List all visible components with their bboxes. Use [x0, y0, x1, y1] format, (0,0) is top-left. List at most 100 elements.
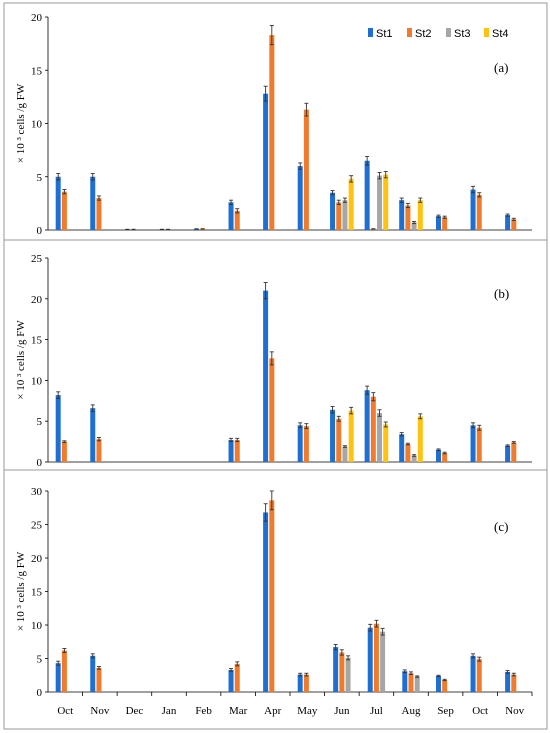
bar-st1: [364, 390, 370, 462]
bar-st1: [297, 166, 303, 230]
bar-st1: [505, 445, 511, 462]
bar-st2: [96, 439, 102, 462]
bar-st4: [383, 424, 389, 462]
bar-st2: [269, 500, 275, 692]
bar-st2: [370, 396, 376, 462]
x-tick-label: Oct: [472, 705, 488, 717]
bar-st3: [411, 455, 417, 462]
y-tick-label: 15: [31, 335, 43, 347]
y-tick-label: 30: [31, 486, 43, 498]
y-tick-label: 10: [31, 620, 43, 632]
x-tick-label: Jan: [162, 705, 177, 717]
y-tick-label: 15: [31, 65, 43, 77]
bar-st2: [336, 418, 342, 462]
bar-st2: [234, 663, 240, 692]
legend-label-st1: St1: [376, 28, 393, 40]
x-tick-label: Aug: [402, 705, 421, 717]
bar-st2: [303, 426, 309, 462]
bar-st1: [399, 434, 405, 462]
bar-st3: [377, 413, 383, 462]
x-tick-label: Feb: [195, 705, 212, 717]
bar-st1: [297, 674, 303, 692]
bar-st2: [61, 191, 67, 230]
bar-st1: [228, 202, 234, 230]
x-tick-label: May: [297, 705, 318, 717]
bar-st2: [442, 217, 448, 230]
bar-st1: [330, 192, 336, 230]
legend-swatch-st2: [407, 28, 412, 37]
bar-st2: [96, 198, 102, 230]
panel-tag: (b): [494, 286, 509, 301]
bar-st2: [336, 202, 342, 230]
bar-st2: [476, 659, 482, 692]
bar-st1: [470, 189, 476, 230]
bar-st3: [414, 676, 420, 692]
bar-st4: [417, 200, 423, 230]
y-tick-label: 20: [31, 12, 43, 24]
bar-st3: [342, 446, 348, 462]
bar-st2: [269, 358, 275, 462]
bar-st2: [303, 109, 309, 230]
y-axis-label: × 10 ³ cells /g FW: [15, 83, 27, 163]
y-tick-label: 25: [31, 520, 43, 532]
panels: 0 5 10 15 20 × 10 ³ cells /g FW (a) St1 St2 St3 St…: [15, 12, 533, 717]
bar-st4: [383, 174, 389, 230]
bar-st1: [470, 425, 476, 462]
legend-swatch-st3: [446, 28, 451, 37]
y-tick-label: 10: [31, 119, 43, 131]
y-tick-label: 0: [37, 457, 43, 469]
bar-st1: [402, 671, 408, 692]
bar-st3: [411, 222, 417, 230]
bar-st1: [228, 669, 234, 692]
x-tick-label: Mar: [229, 705, 248, 717]
bar-st2: [61, 650, 67, 692]
bar-st2: [476, 194, 482, 230]
y-tick-label: 0: [37, 225, 43, 237]
y-axis-label: × 10 ³ cells /g FW: [15, 551, 27, 631]
bar-st1: [263, 290, 269, 462]
bar-st1: [90, 176, 96, 230]
bar-st1: [505, 671, 511, 692]
bar-st1: [435, 675, 441, 692]
bar-st2: [96, 667, 102, 692]
legend: St1 St2 St3 St4: [368, 28, 509, 40]
bar-st1: [364, 160, 370, 230]
bar-st1: [90, 655, 96, 692]
x-tick-label: Nov: [90, 705, 109, 717]
panel-b-frame: [3, 239, 548, 471]
bar-st1: [55, 663, 61, 692]
bar-st3: [342, 200, 348, 230]
bar-st1: [263, 93, 269, 231]
panel-c-frame: [3, 469, 548, 730]
bar-st4: [417, 416, 423, 462]
panel-tag: (a): [494, 60, 508, 75]
bar-st1: [90, 408, 96, 462]
bar-st2: [408, 673, 414, 692]
bar-st2: [511, 442, 517, 462]
bar-st3: [345, 657, 351, 692]
legend-swatch-st4: [484, 28, 489, 37]
bar-st1: [55, 176, 61, 230]
bar-st2: [405, 444, 411, 462]
bar-st3: [380, 631, 386, 692]
x-tick-label: Nov: [505, 705, 524, 717]
legend-swatch-st1: [368, 28, 373, 37]
bar-st4: [348, 178, 354, 230]
bar-st1: [505, 215, 511, 230]
bar-st1: [297, 425, 303, 462]
y-tick-label: 5: [37, 416, 43, 428]
bar-st2: [234, 210, 240, 230]
bar-st3: [377, 175, 383, 230]
panel-c: 0 5 10 15 20 25 30 × 10 ³ cells /g FW (c) Oct Nov D…: [15, 486, 533, 717]
bar-st2: [442, 453, 448, 462]
bar-st2: [405, 205, 411, 230]
bar-st2: [476, 427, 482, 462]
bar-st1: [333, 647, 339, 692]
bar-st1: [470, 655, 476, 692]
y-tick-label: 0: [37, 687, 43, 699]
bar-st2: [339, 652, 345, 692]
y-tick-label: 25: [31, 253, 43, 265]
bar-st2: [511, 674, 517, 692]
